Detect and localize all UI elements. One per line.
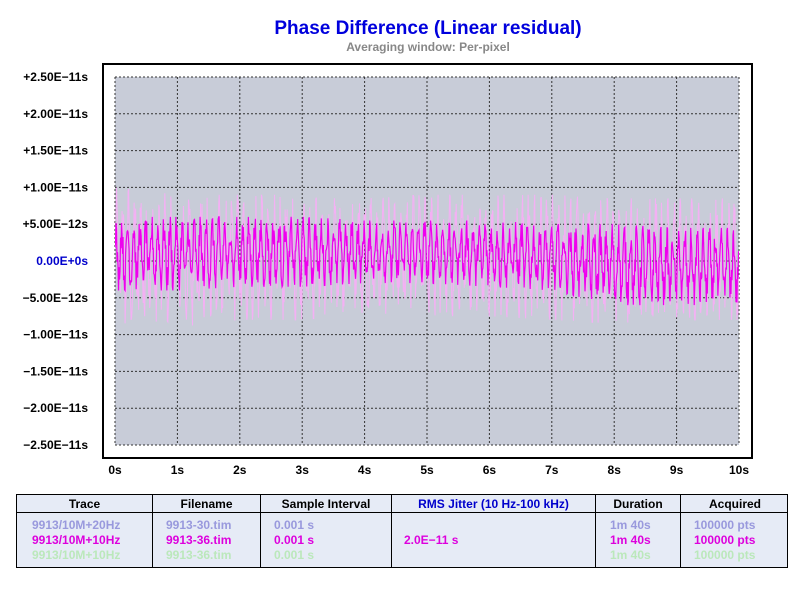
series-line (115, 216, 739, 306)
chart-subtitle: Averaging window: Per-pixel (346, 40, 510, 54)
legend-row2-trace: 9913/10M+10Hz (32, 533, 121, 547)
header-duration: Duration (613, 497, 663, 511)
legend-row1-acquired: 100000 pts (694, 518, 756, 532)
header-filename: Filename (180, 497, 233, 511)
y-tick-label: −2.50E−11s (23, 438, 88, 452)
legend-row3-sample-interval: 0.001 s (274, 548, 315, 562)
x-tick-label: 7s (545, 463, 559, 477)
header-acquired: Acquired (708, 497, 761, 511)
y-tick-label: −1.50E−11s (23, 364, 88, 378)
y-tick-label: +5.00E−12s (23, 217, 89, 231)
legend-row1-trace: 9913/10M+20Hz (32, 518, 121, 532)
legend-row3-acquired: 100000 pts (694, 548, 756, 562)
x-tick-label: 0s (108, 463, 122, 477)
x-tick-label: 6s (483, 463, 497, 477)
x-tick-label: 3s (296, 463, 310, 477)
x-tick-label: 2s (233, 463, 247, 477)
legend-row2-acquired: 100000 pts (694, 533, 756, 547)
x-tick-label: 10s (729, 463, 749, 477)
legend-divider (595, 495, 596, 567)
legend-row2-sample-interval: 0.001 s (274, 533, 315, 547)
legend-divider (391, 495, 392, 567)
x-tick-label: 1s (171, 463, 185, 477)
legend-row2-duration: 1m 40s (610, 533, 651, 547)
legend-row2-filename: 9913-36.tim (166, 533, 232, 547)
x-tick-label: 9s (670, 463, 684, 477)
x-axis-ticks: 0s 1s 2s 3s 4s 5s 6s 7s 8s 9s 10s (108, 463, 749, 477)
x-tick-label: 5s (420, 463, 434, 477)
legend-row1-duration: 1m 40s (610, 518, 651, 532)
data-traces (115, 187, 739, 326)
header-rms-jitter: RMS Jitter (10 Hz-100 kHz) (418, 497, 569, 511)
y-tick-label: 0.00E+0s (36, 254, 88, 268)
header-sample-interval: Sample Interval (281, 497, 371, 511)
legend-row1-sample-interval: 0.001 s (274, 518, 315, 532)
legend-header: Trace Filename Sample Interval RMS Jitte… (17, 495, 787, 513)
legend-divider (680, 495, 681, 567)
y-tick-label: +1.00E−11s (23, 180, 88, 194)
header-trace: Trace (68, 497, 101, 511)
legend-row2-rms-jitter: 2.0E−11 s (404, 533, 459, 547)
y-tick-label: +2.50E−11s (23, 70, 88, 84)
y-tick-label: −1.00E−11s (23, 328, 88, 342)
legend-divider (152, 495, 153, 567)
y-tick-label: −5.00E−12s (23, 291, 89, 305)
x-tick-label: 4s (358, 463, 372, 477)
series-line (115, 187, 739, 326)
legend-divider (260, 495, 261, 567)
y-tick-label: −2.00E−11s (23, 401, 88, 415)
chart-title: Phase Difference (Linear residual) (274, 18, 582, 39)
y-axis-ticks: +2.50E−11s +2.00E−11s +1.50E−11s +1.00E−11s… (23, 70, 89, 452)
legend-row3-duration: 1m 40s (610, 548, 651, 562)
legend-row1-filename: 9913-30.tim (166, 518, 232, 532)
legend-row3-filename: 9913-36.tim (166, 548, 232, 562)
legend-table: Trace Filename Sample Interval RMS Jitte… (16, 494, 788, 568)
y-tick-label: +2.00E−11s (23, 107, 88, 121)
legend-row3-trace: 9913/10M+10Hz (32, 548, 121, 562)
x-tick-label: 8s (608, 463, 622, 477)
chart-area: +2.50E−11s +2.00E−11s +1.50E−11s +1.00E−11s… (23, 63, 753, 477)
y-tick-label: +1.50E−11s (23, 144, 88, 158)
